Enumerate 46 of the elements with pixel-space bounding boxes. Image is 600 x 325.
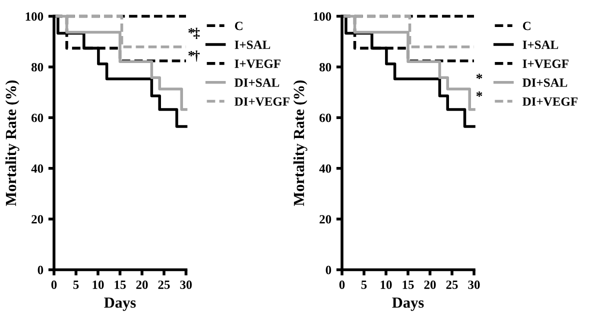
x-tick-label: 10 — [380, 280, 392, 289]
x-tick-label: 20 — [424, 280, 436, 289]
y-tick-label: 20 — [320, 215, 332, 224]
legend-label: DI+VEGF — [522, 97, 578, 106]
x-tick-label: 25 — [446, 280, 458, 289]
y-tick-label: 100 — [314, 12, 332, 21]
x-axis-title: Days — [104, 298, 136, 311]
text: ‡ — [193, 28, 200, 39]
y-tick-label: 0 — [326, 266, 332, 274]
legend-label: DI+SAL — [234, 78, 280, 87]
x-tick-label: 10 — [92, 280, 104, 289]
y-axis-title: Mortality Rate (%) — [5, 80, 20, 206]
text: * — [188, 28, 194, 34]
x-tick-label: 0 — [339, 280, 345, 289]
y-tick-label: 20 — [32, 215, 44, 224]
legend-label: I+VEGF — [234, 60, 280, 68]
y-tick-label: 40 — [31, 164, 44, 173]
x-axis-title: Days — [392, 298, 424, 311]
legend-label: C — [522, 22, 530, 30]
y-tick-label: 80 — [320, 62, 332, 72]
x-tick-label: 0 — [51, 280, 57, 289]
text: † — [193, 50, 200, 62]
x-tick-label: 15 — [114, 280, 126, 289]
x-tick-label: 5 — [73, 280, 79, 289]
x-tick-label: 30 — [468, 280, 480, 289]
x-tick-label: 5 — [361, 280, 367, 289]
legend-label: I+SAL — [522, 40, 558, 50]
y-tick-label: 60 — [320, 114, 332, 122]
text: * — [188, 50, 194, 56]
x-tick-label: 15 — [402, 280, 414, 289]
text: * — [476, 92, 482, 97]
y-tick-label: 100 — [26, 12, 44, 21]
y-tick-label: 80 — [32, 62, 44, 72]
legend-label: DI+VEGF — [234, 97, 290, 106]
y-tick-label: 60 — [32, 114, 44, 122]
x-tick-label: 30 — [180, 280, 192, 289]
legend-label: C — [234, 22, 242, 30]
legend-label: DI+SAL — [522, 78, 568, 87]
legend-label: I+VEGF — [522, 60, 568, 68]
y-axis-title: Mortality Rate (%) — [293, 80, 308, 206]
legend-label: I+SAL — [234, 40, 270, 50]
y-tick-label: 40 — [319, 164, 332, 173]
x-tick-label: 25 — [158, 280, 170, 289]
x-tick-label: 20 — [136, 280, 148, 289]
text: * — [476, 74, 482, 80]
y-tick-label: 0 — [38, 266, 44, 274]
